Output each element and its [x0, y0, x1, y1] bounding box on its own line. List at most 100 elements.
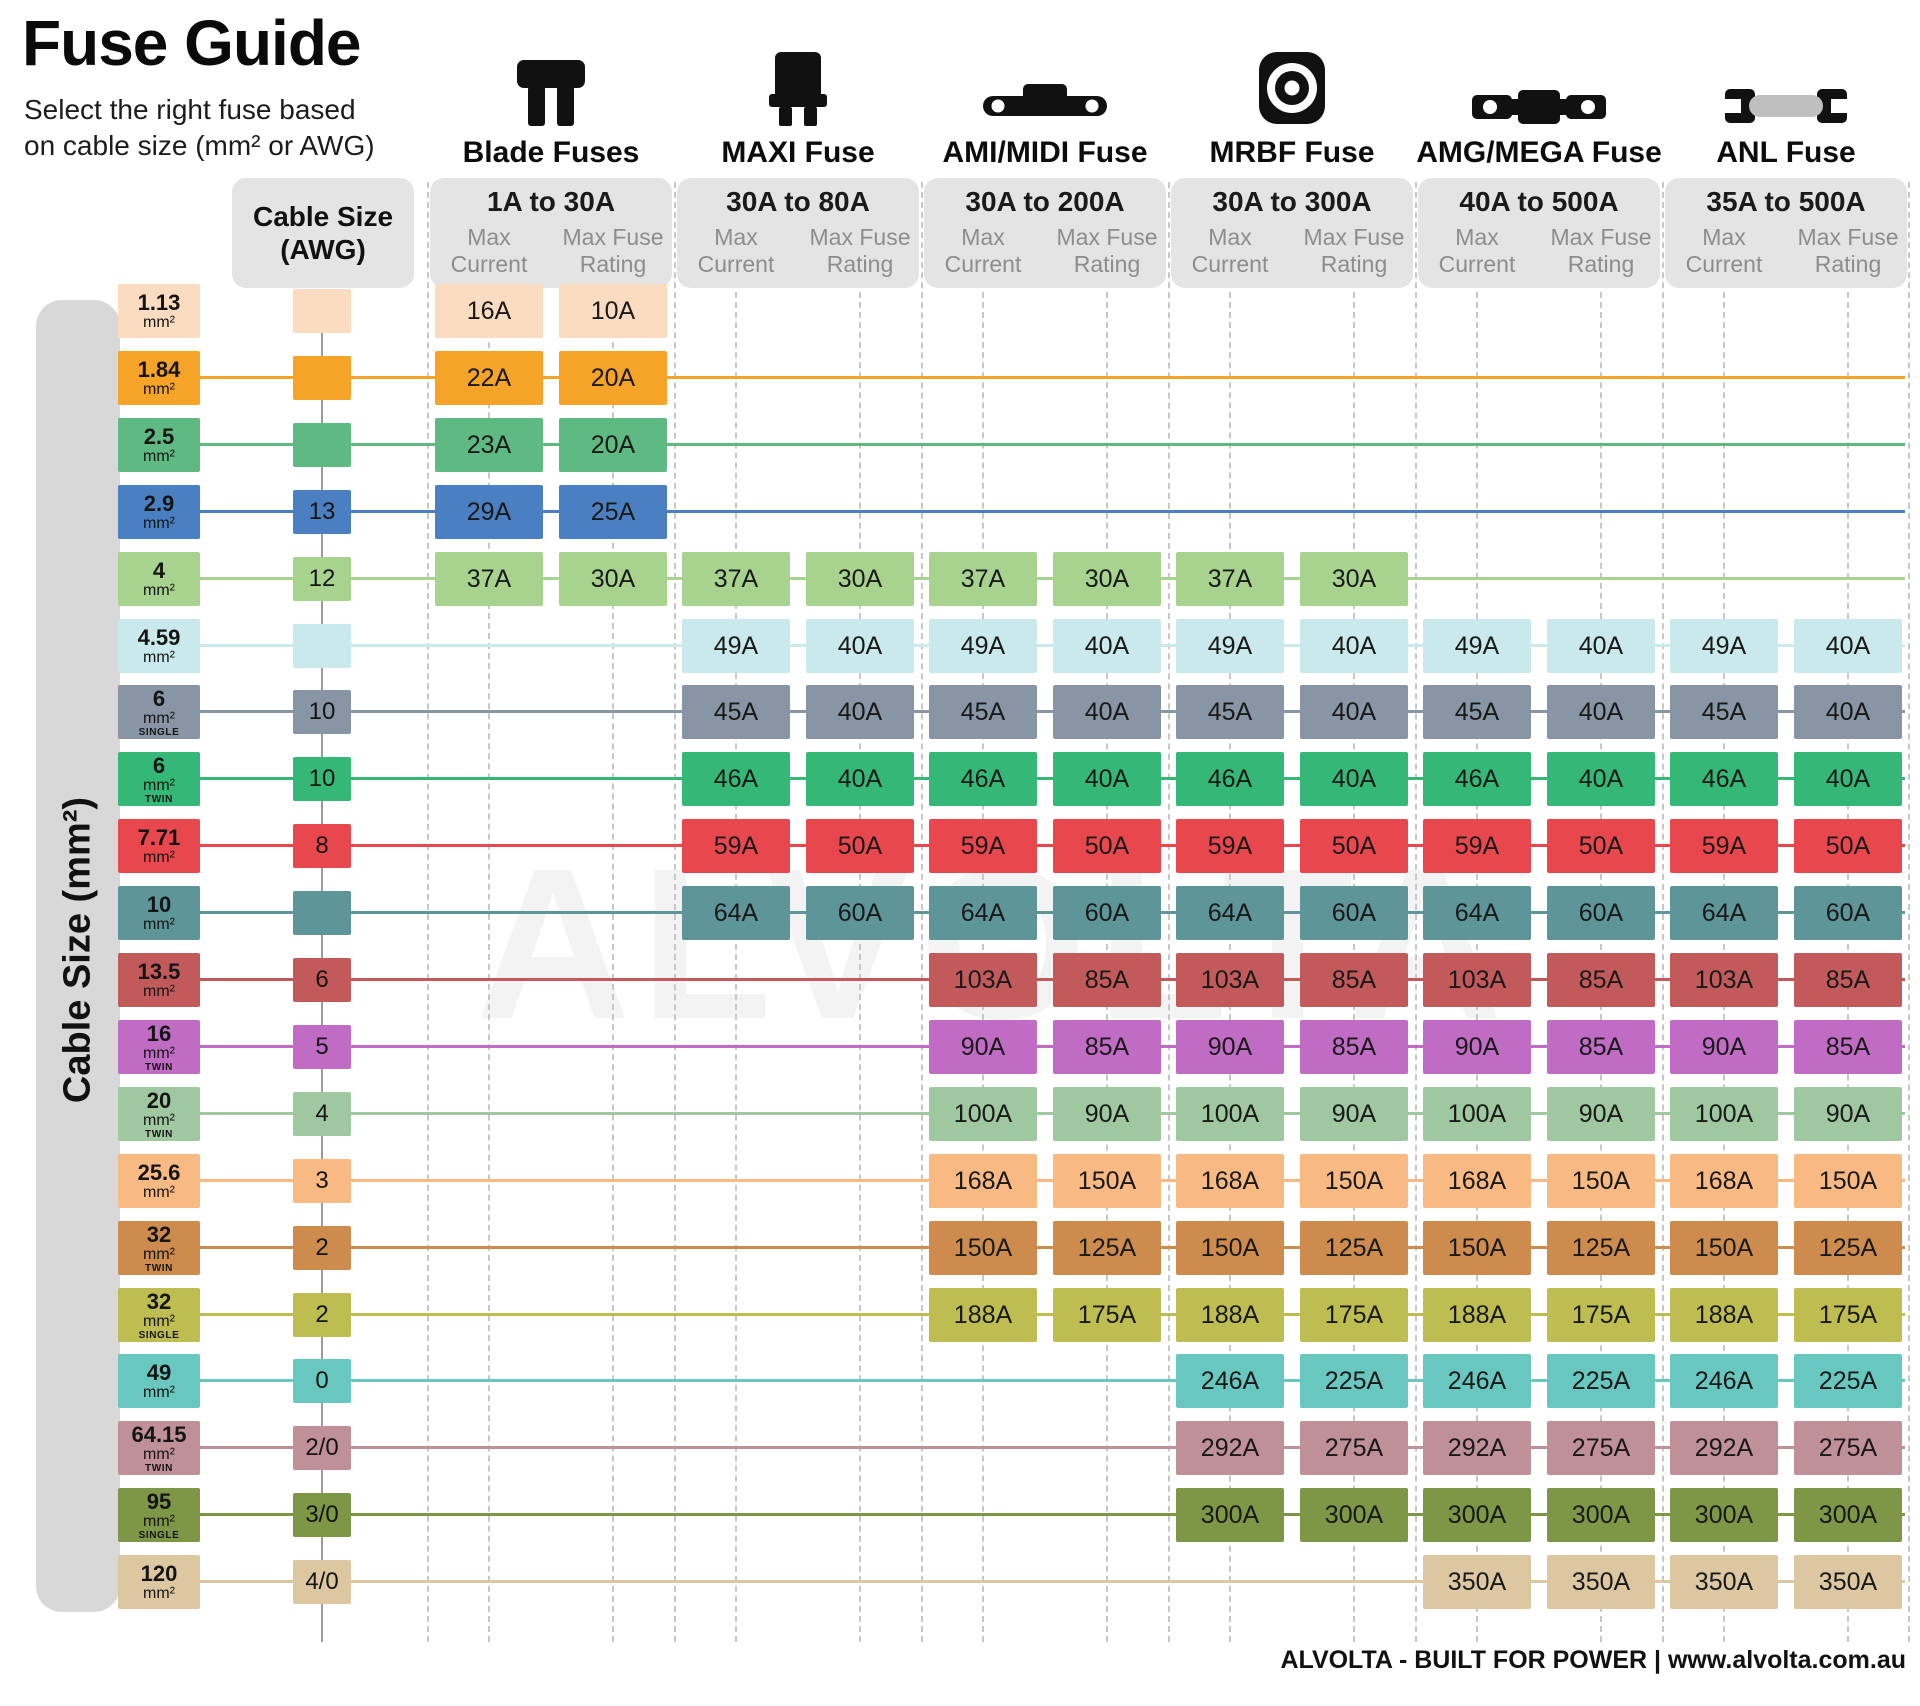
fuse-rating-cell: 40A [1547, 752, 1655, 806]
cable-size-unit: mm² [143, 1585, 175, 1602]
fuse-rating-cell: 150A [1547, 1154, 1655, 1208]
fuse-range-label: 30A to 200A [965, 186, 1125, 217]
fuse-rating-cell: 64A [1176, 886, 1284, 940]
fuse-rating-cell: 40A [1794, 685, 1902, 739]
fuse-rating-cell: 40A [1053, 619, 1161, 673]
cable-size-chip: 13.5 mm² [118, 953, 200, 1007]
anl-fuse-icon [1725, 34, 1847, 126]
fuse-rating-cell: 275A [1300, 1421, 1408, 1475]
subheader-line1: Max Fuse [1550, 224, 1652, 250]
fuse-rating-cell: 85A [1794, 953, 1902, 1007]
cable-size-unit: mm² [143, 515, 175, 532]
fuse-rating-cell: 168A [1670, 1154, 1778, 1208]
cable-size-unit: mm² [143, 776, 175, 794]
fuse-rating-cell: 50A [1053, 819, 1161, 873]
cable-size-value: 2.5 [143, 424, 175, 449]
column-subheader: Max Current [1192, 224, 1269, 278]
fuse-rating-cell: 275A [1547, 1421, 1655, 1475]
fuse-rating-cell: 188A [1176, 1288, 1284, 1342]
fuse-type-name: Blade Fuses [462, 136, 640, 169]
cable-size-value: 1.84 [137, 357, 181, 382]
fuse-rating-cell: 37A [435, 552, 543, 606]
cable-row-line [160, 1379, 1905, 1382]
awg-chip [293, 624, 351, 668]
fuse-header-band: 40A to 500A [1418, 178, 1660, 288]
fuse-rating-cell: 60A [1053, 886, 1161, 940]
fuse-rating-cell: 246A [1670, 1354, 1778, 1408]
fuse-rating-cell: 175A [1053, 1288, 1161, 1342]
cable-row-line [160, 1446, 1905, 1449]
column-subheader: Max Current [698, 224, 775, 278]
fuse-rating-cell: 16A [435, 284, 543, 338]
cable-size-unit: mm² [143, 649, 175, 666]
awg-column-header: Cable Size (AWG) [232, 178, 414, 288]
awg-chip: 8 [293, 824, 351, 868]
awg-chip: 4 [293, 1092, 351, 1136]
page-title: Fuse Guide [22, 7, 361, 79]
fuse-rating-cell: 59A [929, 819, 1037, 873]
fuse-range-label: 40A to 500A [1459, 186, 1619, 217]
fuse-rating-cell: 168A [1423, 1154, 1531, 1208]
fuse-rating-cell: 50A [1300, 819, 1408, 873]
cable-size-chip: 32 mm² SINGLE [118, 1288, 200, 1342]
fuse-rating-cell: 100A [1423, 1087, 1531, 1141]
fuse-rating-cell: 103A [1670, 953, 1778, 1007]
cable-size-chip: 2.9 mm² [118, 485, 200, 539]
column-guide-line [612, 292, 614, 1642]
fuse-rating-cell: 275A [1794, 1421, 1902, 1475]
subheader-line1: Max [714, 224, 758, 250]
awg-chip: 3 [293, 1159, 351, 1203]
subheader-line2: Current [450, 251, 528, 277]
cable-size-axis-label: Cable Size (mm²) [56, 796, 99, 1104]
blade-fuse-icon [516, 34, 586, 126]
fuse-rating-cell: 59A [1423, 819, 1531, 873]
fuse-rating-cell: 225A [1794, 1354, 1902, 1408]
cable-size-value: 120 [140, 1561, 178, 1586]
fuse-rating-cell: 20A [559, 351, 667, 405]
subheader-line1: Max Fuse [1303, 224, 1405, 250]
subheader-line1: Max Fuse [1056, 224, 1158, 250]
cable-size-unit: mm² [143, 1512, 175, 1530]
fuse-rating-cell: 90A [1176, 1020, 1284, 1074]
mrbf-fuse-icon [1254, 34, 1330, 126]
fuse-rating-cell: 90A [1053, 1087, 1161, 1141]
fuse-rating-cell: 246A [1423, 1354, 1531, 1408]
fuse-rating-cell: 49A [1670, 619, 1778, 673]
awg-chip: 10 [293, 757, 351, 801]
cable-size-value: 10 [146, 892, 172, 917]
amg-mega-fuse-icon [1472, 34, 1606, 126]
cable-size-chip: 1.84 mm² [118, 351, 200, 405]
column-subheader: Max Current [945, 224, 1022, 278]
fuse-rating-cell: 37A [682, 552, 790, 606]
fuse-rating-cell: 100A [929, 1087, 1037, 1141]
fuse-rating-cell: 46A [929, 752, 1037, 806]
awg-header-line2: (AWG) [280, 234, 366, 265]
cable-size-chip: 2.5 mm² [118, 418, 200, 472]
fuse-rating-cell: 59A [1670, 819, 1778, 873]
page-subtitle: Select the right fuse based on cable siz… [24, 92, 375, 164]
cable-size-chip: 7.71 mm² [118, 819, 200, 873]
fuse-rating-cell: 59A [1176, 819, 1284, 873]
subheader-line1: Max [961, 224, 1005, 250]
fuse-rating-cell: 292A [1176, 1421, 1284, 1475]
fuse-rating-cell: 168A [1176, 1154, 1284, 1208]
fuse-rating-cell: 60A [1547, 886, 1655, 940]
footer-text: ALVOLTA - BUILT FOR POWER | www.alvolta.… [1280, 1646, 1906, 1674]
fuse-rating-cell: 60A [1794, 886, 1902, 940]
fuse-rating-cell: 45A [929, 685, 1037, 739]
cable-row-line [160, 1513, 1905, 1516]
fuse-rating-cell: 64A [1423, 886, 1531, 940]
fuse-rating-cell: 50A [1547, 819, 1655, 873]
cable-size-chip: 120 mm² [118, 1555, 200, 1609]
awg-chip: 10 [293, 690, 351, 734]
fuse-range-label: 35A to 500A [1706, 186, 1866, 217]
fuse-rating-cell: 40A [1300, 752, 1408, 806]
fuse-rating-cell: 40A [1300, 619, 1408, 673]
fuse-rating-cell: 150A [929, 1221, 1037, 1275]
fuse-rating-cell: 100A [1176, 1087, 1284, 1141]
subheader-line2: Current [944, 251, 1022, 277]
maxi-fuse-icon [769, 34, 827, 126]
cable-size-chip: 6 mm² TWIN [118, 752, 200, 806]
fuse-rating-cell: 175A [1794, 1288, 1902, 1342]
fuse-rating-cell: 300A [1300, 1488, 1408, 1542]
